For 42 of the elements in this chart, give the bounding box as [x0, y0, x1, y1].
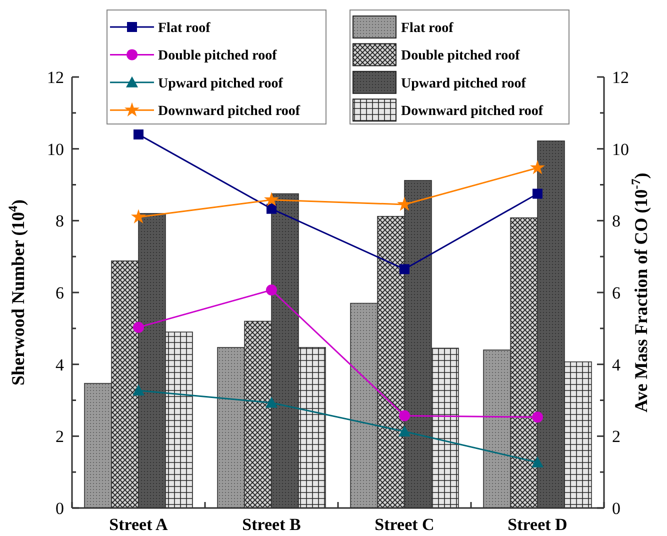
legend-label: Flat roof: [158, 20, 211, 36]
legend-label: Upward pitched roof: [158, 76, 284, 92]
y-tick-label: 12: [47, 68, 64, 87]
x-tick-label: Street B: [242, 515, 301, 534]
y2-tick-label: 2: [612, 427, 620, 446]
y2-tick-label: 8: [612, 212, 620, 231]
y-tick-label: 2: [56, 427, 64, 446]
legend-label: Flat roof: [401, 20, 454, 36]
legend-label: Double pitched roof: [401, 48, 520, 64]
y-tick-label: 0: [56, 498, 64, 518]
legend-label: Upward pitched roof: [401, 76, 526, 92]
point: [266, 284, 277, 296]
point: [532, 188, 542, 199]
point: [530, 160, 546, 174]
y2-tick-label: 6: [612, 283, 620, 302]
y-tick-label: 6: [56, 283, 64, 302]
y-tick-label: 10: [47, 140, 64, 159]
point: [399, 410, 410, 422]
legend-label: Downward pitched roof: [401, 104, 544, 119]
point: [266, 204, 276, 214]
x-tick-label: Street D: [508, 515, 568, 534]
point: [130, 209, 146, 224]
point: [532, 456, 544, 468]
y2-tick-label: 12: [612, 68, 629, 87]
legend-label: Downward pitched roof: [158, 104, 300, 119]
point: [264, 192, 280, 206]
point: [133, 322, 144, 333]
legend-label: Double pitched roof: [158, 48, 278, 64]
point: [400, 264, 410, 274]
y2-tick-label: 10: [612, 140, 629, 159]
y-tick-label: 8: [56, 212, 64, 231]
point: [134, 129, 144, 140]
y2-tick-label: 4: [612, 355, 621, 374]
point: [266, 396, 278, 408]
x-tick-label: Street A: [109, 515, 169, 534]
point: [398, 426, 410, 436]
y2-tick-label: 0: [612, 498, 620, 518]
x-tick-label: Street C: [374, 515, 434, 534]
point: [532, 412, 543, 423]
point: [396, 196, 412, 211]
y-tick-label: 4: [56, 355, 64, 374]
point: [132, 384, 144, 396]
